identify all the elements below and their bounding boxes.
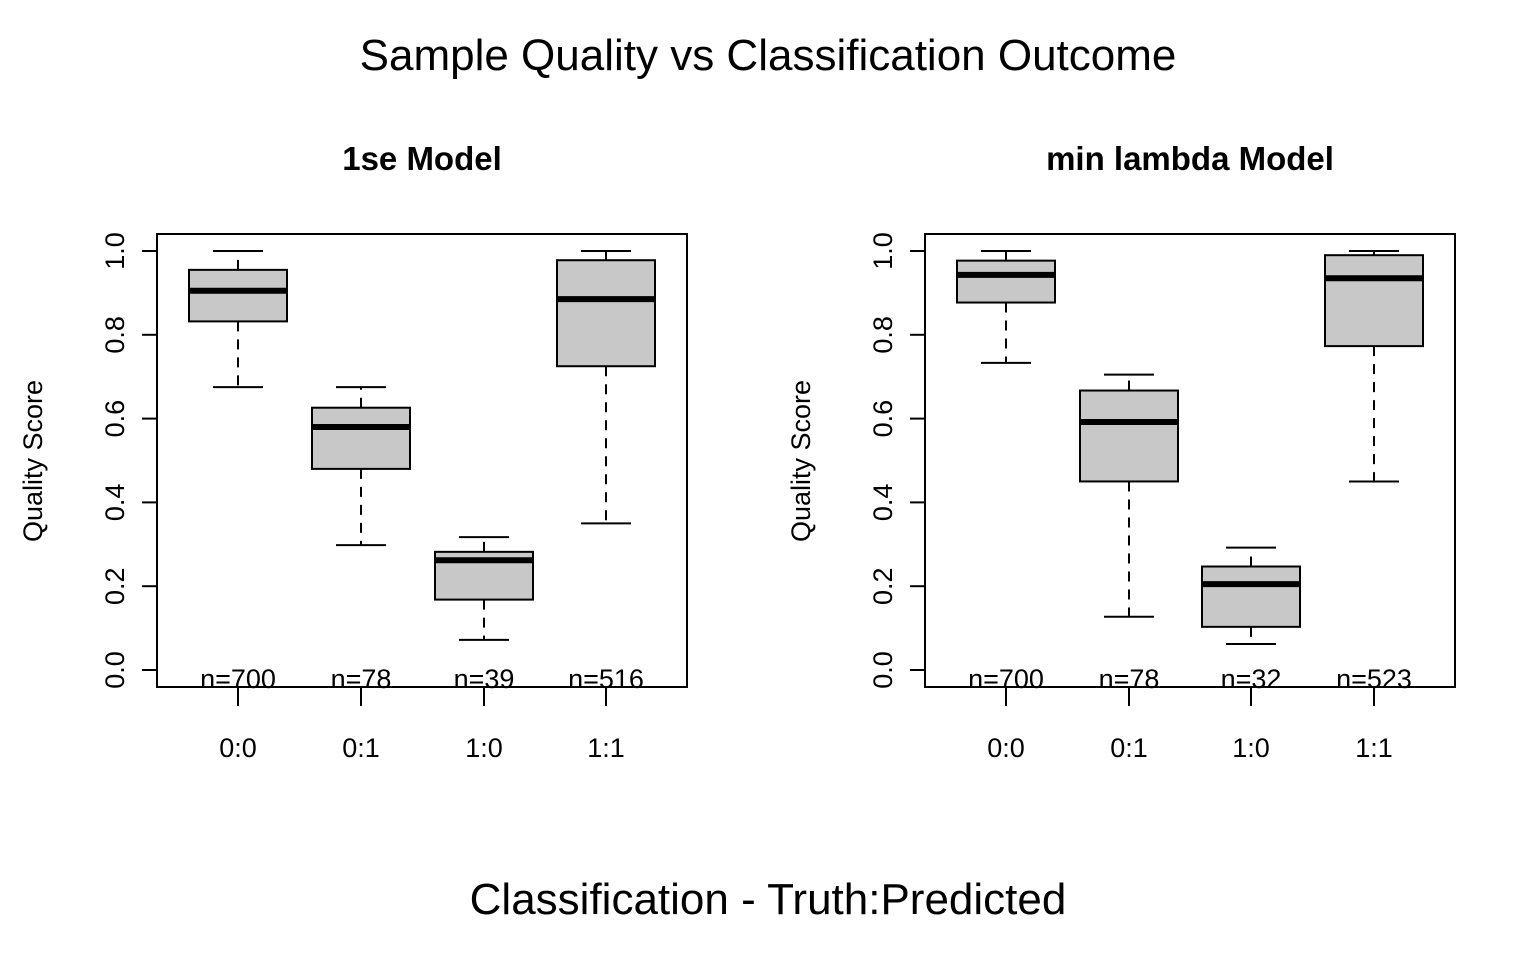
y-tick-label: 0.8 <box>868 316 898 354</box>
panel-min-lambda-model: min lambda Model 0.0 0.2 0.4 0.6 0.8 1.0 Qualit… <box>786 140 1456 763</box>
x-tick-label: 0:1 <box>1110 733 1148 763</box>
panel-title: min lambda Model <box>1046 140 1334 177</box>
x-tick-label: 1:0 <box>1232 733 1270 763</box>
x-tick-label: 0:0 <box>219 733 257 763</box>
box-1-0 <box>434 536 534 641</box>
iqr-box <box>1201 565 1301 628</box>
y-tick-label: 1.0 <box>100 232 130 270</box>
x-tick-label: 0:1 <box>342 733 380 763</box>
x-axis-label: Classification - Truth:Predicted <box>470 875 1067 924</box>
x-tick-label: 1:1 <box>587 733 625 763</box>
box-1-0 <box>1201 546 1301 646</box>
iqr-box <box>1079 389 1179 483</box>
y-tick-label: 0.4 <box>868 484 898 522</box>
box-0-1 <box>311 386 411 547</box>
box-0-0 <box>956 250 1056 364</box>
y-tick-label: 0.4 <box>100 484 130 522</box>
x-tick-label: 1:0 <box>465 733 503 763</box>
box-0-0 <box>188 250 288 389</box>
iqr-box <box>556 259 656 368</box>
iqr-box <box>956 259 1056 304</box>
iqr-box <box>1324 254 1424 348</box>
y-axis-label: Quality Score <box>18 380 48 542</box>
y-tick-label: 0.0 <box>100 651 130 689</box>
y-tick-label: 1.0 <box>868 232 898 270</box>
y-tick-label: 0.2 <box>868 567 898 605</box>
panel-title: 1se Model <box>342 140 502 177</box>
y-tick-label: 0.2 <box>100 567 130 605</box>
iqr-box <box>311 406 411 470</box>
y-tick-label: 0.8 <box>100 316 130 354</box>
box-1-1 <box>1324 250 1424 483</box>
box-1-1 <box>556 250 656 525</box>
x-tick-label: 0:0 <box>987 733 1025 763</box>
y-tick-label: 0.6 <box>100 400 130 438</box>
y-tick-label: 0.0 <box>868 651 898 689</box>
box-0-1 <box>1079 373 1179 618</box>
x-tick-label: 1:1 <box>1355 733 1393 763</box>
iqr-box <box>188 268 288 323</box>
y-axis-label: Quality Score <box>786 380 816 542</box>
figure-title: Sample Quality vs Classification Outcome <box>360 31 1177 80</box>
y-tick-label: 0.6 <box>868 400 898 438</box>
panel-1se-model: 1se Model 0.0 0.2 0.4 0.6 0.8 1.0 Quality Score… <box>18 140 688 763</box>
